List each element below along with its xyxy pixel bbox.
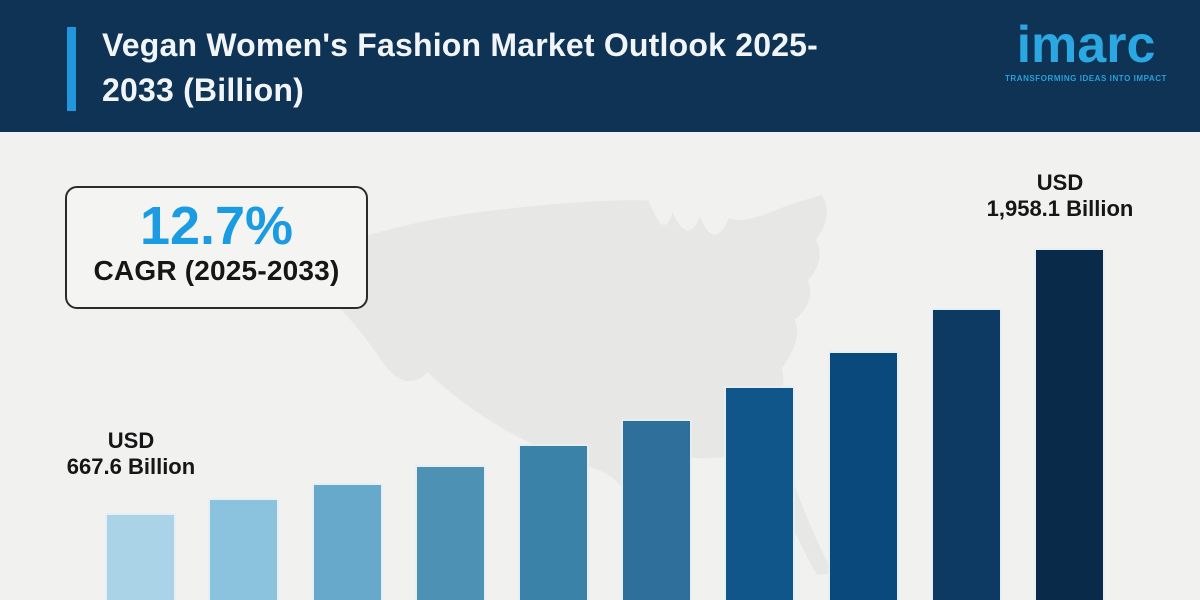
bar-2026 [313, 485, 381, 600]
bar-2032 [932, 310, 1000, 600]
last-bar-value-amount: 1,958.1 Billion [986, 196, 1134, 221]
imarc-logo-text: imarc [1016, 16, 1156, 74]
header: Vegan Women's Fashion Market Outlook 202… [0, 0, 1200, 132]
bar-2029 [623, 421, 691, 600]
bar-2025 [210, 500, 278, 600]
page-title-line2: 2033 (Billion) [102, 72, 304, 108]
page-title-line1: Vegan Women's Fashion Market Outlook 202… [102, 27, 819, 63]
title-accent-bar [67, 27, 76, 111]
us-map-silhouette [278, 194, 834, 575]
cagr-value: 12.7% [139, 196, 294, 256]
cagr-label: CAGR (2025-2033) [93, 255, 340, 286]
page-title: Vegan Women's Fashion Market Outlook 202… [102, 23, 952, 113]
first-bar-value-currency: USD [107, 428, 155, 453]
bar-2024 [107, 515, 175, 600]
imarc-logo: imarc TRANSFORMING IDEAS INTO IMPACT [1003, 18, 1169, 83]
first-bar-value-amount: 667.6 Billion [66, 454, 196, 479]
bar-2028 [520, 446, 587, 600]
first-bar-value-label: USD 667.6 Billion [56, 428, 206, 480]
bar-2027 [416, 467, 484, 600]
imarc-logo-tagline: TRANSFORMING IDEAS INTO IMPACT [1005, 74, 1167, 83]
us-map-path [278, 194, 834, 575]
last-bar-value-label: USD 1,958.1 Billion [982, 170, 1138, 222]
bar-2030 [726, 388, 794, 600]
bar-2033 [1036, 250, 1103, 600]
bar-2031 [829, 353, 897, 600]
last-bar-value-currency: USD [1036, 170, 1084, 195]
cagr-box: 12.7% CAGR (2025-2033) [65, 186, 368, 309]
